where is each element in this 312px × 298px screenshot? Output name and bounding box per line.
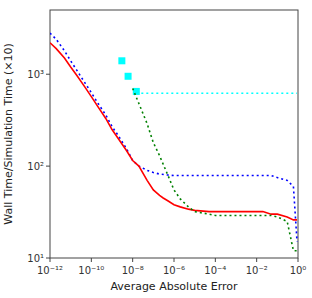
y-tick-label: 10³: [27, 69, 44, 80]
x-tick: [256, 258, 257, 262]
x-tick-label: 10⁻²: [246, 265, 268, 276]
x-tick-label: 10⁻⁴: [204, 265, 226, 276]
y-tick: [46, 258, 50, 259]
x-tick: [298, 258, 299, 262]
x-tick-label: 10⁻¹⁰: [78, 265, 104, 276]
plot-area: [50, 33, 297, 251]
chart: 10⁻¹² 10⁻¹⁰ 10⁻⁸ 10⁻⁶ 10⁻⁴ 10⁻² 10⁰ 10¹ 10² 10³ Av…: [0, 0, 312, 298]
x-tick-label: 10⁻⁸: [122, 265, 144, 276]
x-tick: [174, 258, 175, 262]
y-axis-label: Wall Time/Simulation Time (×10): [2, 43, 15, 224]
plot-frame: [50, 10, 298, 258]
x-tick-label: 10⁻⁶: [163, 265, 185, 276]
y-tick: [46, 74, 50, 75]
square-marker: [125, 73, 132, 80]
x-axis-label: Average Absolute Error: [110, 280, 238, 293]
line: [50, 43, 297, 220]
y-tick: [46, 166, 50, 167]
square-marker: [133, 88, 140, 95]
x-tick: [215, 258, 216, 262]
line: [133, 88, 297, 250]
square-marker: [118, 57, 125, 64]
x-tick: [132, 258, 133, 262]
y-tick-label: 10¹: [27, 253, 44, 264]
x-tick: [50, 258, 51, 262]
y-tick-label: 10²: [27, 161, 44, 172]
x-tick-label: 10⁰: [290, 265, 307, 276]
x-tick: [91, 258, 92, 262]
line: [50, 33, 297, 242]
line: [136, 93, 297, 95]
x-tick-label: 10⁻¹²: [37, 265, 63, 276]
